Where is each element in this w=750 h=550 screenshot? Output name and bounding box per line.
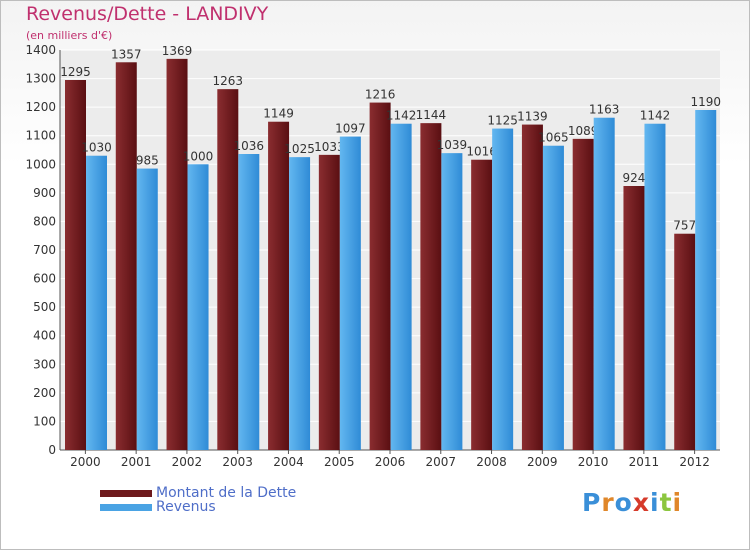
x-tick-label: 2009 bbox=[527, 455, 558, 469]
x-tick-label: 2005 bbox=[324, 455, 355, 469]
data-label: 1190 bbox=[690, 95, 721, 109]
bar-revenus bbox=[441, 153, 463, 450]
logo-letter: P bbox=[582, 488, 602, 517]
x-tick-label: 2001 bbox=[121, 455, 152, 469]
bar-dette bbox=[65, 80, 86, 450]
data-label: 985 bbox=[136, 154, 159, 168]
data-label: 1025 bbox=[284, 142, 315, 156]
y-tick-label: 300 bbox=[33, 357, 56, 371]
data-label: 1000 bbox=[183, 149, 214, 163]
bar-dette bbox=[369, 102, 391, 451]
bar-dette bbox=[521, 124, 543, 451]
logo-letter: i bbox=[650, 488, 660, 517]
legend-swatch-revenus bbox=[100, 503, 152, 511]
x-tick-label: 2000 bbox=[70, 455, 101, 469]
data-label: 1149 bbox=[263, 107, 294, 121]
data-label: 1216 bbox=[365, 88, 396, 102]
logo-letter: x bbox=[632, 488, 650, 517]
y-tick-label: 0 bbox=[48, 443, 56, 457]
data-label: 757 bbox=[673, 219, 696, 233]
data-label: 1036 bbox=[234, 139, 265, 153]
x-tick-label: 2011 bbox=[629, 455, 660, 469]
data-label: 1142 bbox=[386, 109, 417, 123]
data-label: 1163 bbox=[589, 103, 620, 117]
legend-label-revenus: Revenus bbox=[156, 499, 216, 515]
bar-revenus bbox=[136, 168, 158, 451]
logo-letter: t bbox=[659, 488, 673, 517]
chart-title: Revenus/Dette - LANDIVY bbox=[26, 3, 269, 25]
bar-revenus bbox=[593, 117, 615, 450]
bar-revenus bbox=[187, 164, 209, 451]
y-tick-label: 500 bbox=[33, 300, 56, 314]
bar-dette bbox=[268, 121, 290, 450]
logo-letter: r bbox=[601, 488, 615, 517]
data-label: 1089 bbox=[568, 124, 599, 138]
data-label: 924 bbox=[623, 171, 646, 185]
y-tick-label: 100 bbox=[33, 414, 56, 428]
legend-swatch-dette bbox=[100, 489, 152, 497]
legend: Montant de la Dette Revenus bbox=[100, 485, 297, 515]
bar-revenus bbox=[390, 123, 412, 450]
bar-revenus bbox=[492, 128, 514, 451]
data-label: 1357 bbox=[111, 47, 142, 61]
y-tick-label: 1000 bbox=[25, 157, 56, 171]
data-label: 1369 bbox=[162, 44, 193, 58]
y-tick-label: 800 bbox=[33, 214, 56, 228]
y-tick-label: 200 bbox=[33, 386, 56, 400]
x-tick-label: 2006 bbox=[375, 455, 406, 469]
legend-label-dette: Montant de la Dette bbox=[156, 485, 297, 501]
logo-letter: i bbox=[672, 488, 683, 517]
legend-item-dette: Montant de la Dette bbox=[100, 485, 297, 501]
bar-dette bbox=[217, 89, 239, 451]
bar-dette bbox=[471, 159, 493, 450]
x-tick-label: 2007 bbox=[425, 455, 456, 469]
data-label: 1125 bbox=[487, 114, 518, 128]
bar-revenus bbox=[289, 157, 311, 450]
x-tick-label: 2008 bbox=[476, 455, 507, 469]
x-tick-label: 2004 bbox=[273, 455, 304, 469]
y-tick-label: 400 bbox=[33, 329, 56, 343]
bar-dette bbox=[420, 123, 442, 451]
data-label: 1039 bbox=[437, 138, 468, 152]
bar-dette bbox=[623, 186, 645, 450]
data-label: 1263 bbox=[213, 74, 244, 88]
y-tick-label: 600 bbox=[33, 272, 56, 286]
bar-dette bbox=[318, 154, 340, 450]
bar-dette bbox=[674, 233, 696, 450]
bar-revenus bbox=[695, 110, 717, 450]
data-label: 1033 bbox=[314, 140, 345, 154]
x-tick-label: 2010 bbox=[578, 455, 609, 469]
data-label: 1030 bbox=[81, 141, 112, 155]
data-label: 1065 bbox=[538, 131, 569, 145]
y-tick-label: 900 bbox=[33, 186, 56, 200]
x-tick-label: 2002 bbox=[172, 455, 203, 469]
bar-revenus bbox=[86, 155, 107, 450]
data-label: 1016 bbox=[466, 145, 497, 159]
logo-letter: o bbox=[614, 488, 633, 517]
data-label: 1144 bbox=[416, 108, 447, 122]
bar-revenus bbox=[542, 145, 564, 450]
data-label: 1097 bbox=[335, 122, 366, 136]
data-label: 1142 bbox=[640, 109, 671, 123]
chart-subtitle: (en milliers d'€) bbox=[26, 29, 113, 42]
x-tick-label: 2012 bbox=[679, 455, 710, 469]
bar-revenus bbox=[644, 123, 666, 450]
y-tick-label: 1100 bbox=[25, 129, 56, 143]
y-tick-label: 1200 bbox=[25, 100, 56, 114]
bar-dette bbox=[166, 58, 188, 450]
bar-revenus bbox=[339, 136, 361, 451]
y-tick-label: 1300 bbox=[25, 72, 56, 86]
y-tick-label: 1400 bbox=[25, 43, 56, 57]
data-label: 1139 bbox=[517, 110, 548, 124]
bar-revenus bbox=[238, 154, 260, 450]
bar-dette bbox=[115, 62, 137, 451]
bar-dette bbox=[572, 138, 594, 450]
data-label: 1295 bbox=[60, 65, 91, 79]
x-tick-label: 2003 bbox=[222, 455, 253, 469]
proxiti-logo: Proxiti bbox=[582, 488, 682, 517]
y-tick-label: 700 bbox=[33, 243, 56, 257]
legend-item-revenus: Revenus bbox=[100, 499, 296, 515]
